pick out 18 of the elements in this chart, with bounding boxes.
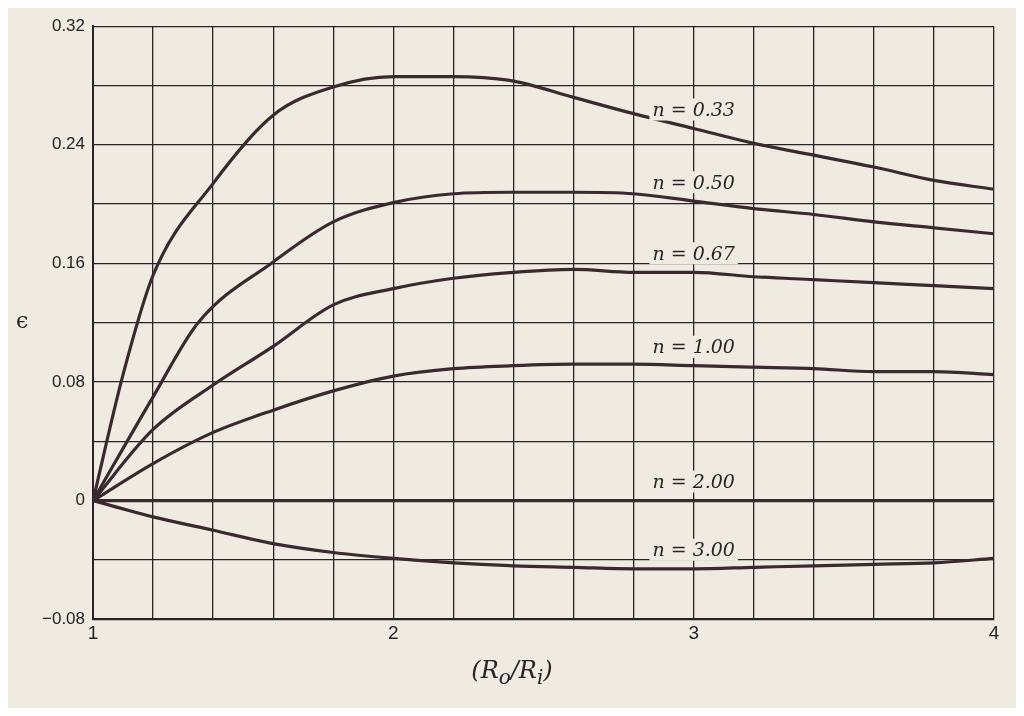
x-tick-label: 3	[688, 621, 699, 643]
series-label: n = 0.33	[652, 97, 735, 120]
y-tick-label: 0	[75, 490, 86, 510]
y-tick-label: 0.24	[51, 134, 86, 154]
x-axis-title: (R$_{o}$/R$_{i}$)	[470, 656, 554, 689]
y-axis-title: ϵ	[16, 308, 29, 333]
y-tick-label: 0.16	[51, 253, 86, 273]
series-label: n = 0.67	[652, 241, 736, 264]
series-label: n = 2.00	[652, 470, 735, 493]
x-tick-label: 1	[87, 621, 99, 643]
y-tick-label: −0.08	[42, 608, 86, 628]
y-tick-label: 0.32	[51, 15, 86, 35]
y-tick-label: 0.08	[51, 371, 86, 391]
series-label: n = 3.00	[652, 538, 735, 561]
series-label: n = 1.00	[652, 335, 735, 358]
series-label: n = 0.50	[652, 170, 735, 193]
x-tick-label: 4	[988, 621, 1000, 643]
x-tick-label: 2	[388, 621, 399, 643]
